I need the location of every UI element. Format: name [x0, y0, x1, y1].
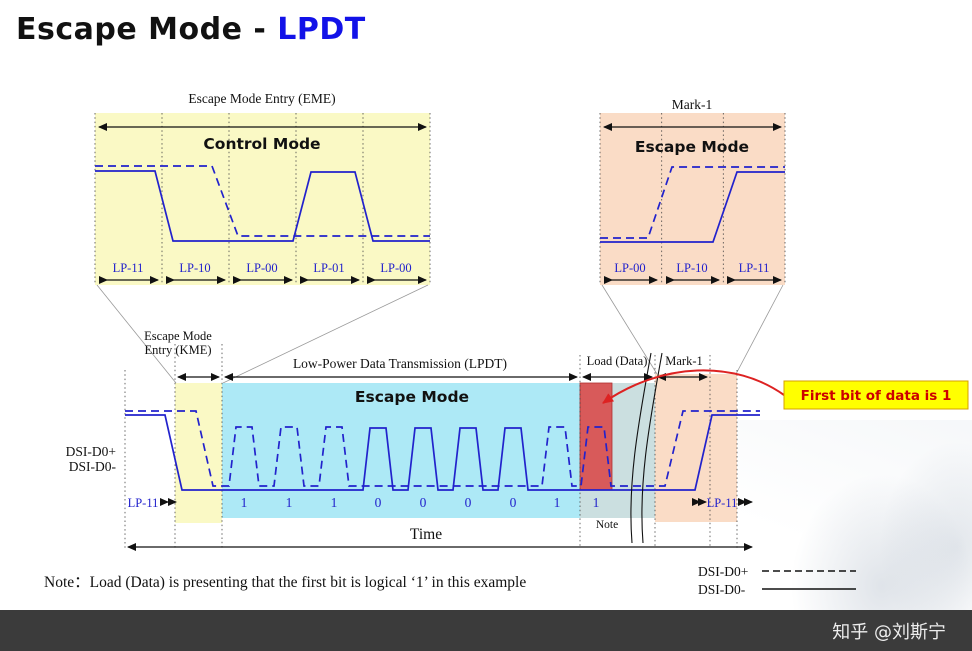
watermark-text: 知乎 @刘斯宁 [832, 621, 946, 643]
eme-d0n-waveform [95, 170, 430, 242]
page-title-highlight: LPDT [277, 12, 366, 47]
legend: DSI-D0+ DSI-D0- [698, 564, 856, 597]
time-break-mark [630, 352, 652, 544]
mark1-region [655, 374, 737, 522]
lp11-right-label: LP-11 [707, 496, 738, 510]
callout-text: First bit of data is 1 [801, 388, 952, 404]
bit-value: 0 [375, 495, 382, 510]
state-label: LP-00 [614, 261, 645, 275]
page-title: Escape Mode - LPDT [16, 12, 366, 47]
bit-value: 1 [286, 495, 293, 510]
lp11-left-label: LP-11 [128, 496, 159, 510]
main-d0n-waveform [125, 414, 760, 491]
callout-arrow [602, 369, 785, 404]
mark1-zoom-region [600, 113, 785, 285]
eme-zoom-panel: Escape Mode Entry (EME) Control Mode LP-… [94, 91, 431, 285]
page-title-prefix: Escape Mode - [16, 12, 278, 47]
kme-region [175, 383, 222, 523]
first-bit-callout: First bit of data is 1 [602, 369, 969, 410]
eme-state-labels: LP-11 LP-10 LP-00 LP-01 LP-00 [113, 261, 412, 275]
main-d0p-waveform [125, 410, 760, 487]
signal-label-d0p: DSI-D0+ [66, 444, 116, 459]
legend-solid-label: DSI-D0- [698, 582, 746, 597]
timing-diagram: Escape Mode Entry (EME) Control Mode LP-… [66, 91, 969, 597]
state-label: LP-00 [246, 261, 277, 275]
escape-mode-main-label: Escape Mode [355, 388, 469, 406]
bit-value: 1 [554, 495, 561, 510]
kme-label-line2: Entry (KME) [145, 343, 212, 357]
bit-value: 0 [420, 495, 427, 510]
state-label: LP-10 [676, 261, 707, 275]
lpdt-region [222, 383, 580, 518]
escape-mode-zoom-label: Escape Mode [635, 138, 749, 156]
state-label: LP-10 [179, 261, 210, 275]
mark1-zoom-panel: Mark-1 Escape Mode LP-00 LP-10 LP-11 [599, 97, 786, 285]
note-marker: Note [596, 519, 618, 531]
bit-value: 0 [510, 495, 517, 510]
time-axis-label: Time [410, 526, 442, 543]
eme-span-label: Escape Mode Entry (EME) [188, 91, 335, 106]
control-mode-label: Control Mode [203, 135, 320, 153]
mark1-state-labels: LP-00 LP-10 LP-11 [614, 261, 769, 275]
state-label: LP-00 [380, 261, 411, 275]
eme-d0p-waveform [95, 165, 430, 237]
legend-dashed-label: DSI-D0+ [698, 564, 748, 579]
load-data-label: Load (Data) [587, 354, 648, 368]
callout-box [783, 380, 969, 410]
eme-zoom-region [95, 113, 430, 285]
state-label: LP-01 [313, 261, 344, 275]
watermark-bar: 知乎 @刘斯宁 [0, 610, 972, 651]
main-timing-diagram: Escape Mode Entry (KME) Low-Power Data T… [66, 329, 760, 551]
first-bit-value: 1 [593, 495, 600, 510]
zoom-connector-lines [96, 284, 784, 384]
bit-values: 1 1 1 0 0 0 0 1 [241, 495, 561, 510]
kme-label-line1: Escape Mode [144, 329, 212, 343]
mark1-d0n-waveform [600, 171, 785, 243]
footnote: Note：Load (Data) is presenting that the … [44, 574, 527, 591]
bit-value: 0 [465, 495, 472, 510]
mark1-d0p-waveform [600, 166, 785, 239]
lpdt-span-label: Low-Power Data Transmission (LPDT) [293, 356, 507, 371]
signal-label-d0n: DSI-D0- [69, 459, 117, 474]
mark1-state-boundaries [599, 113, 786, 285]
mark1-span-label: Mark-1 [672, 97, 713, 112]
bit-value: 1 [331, 495, 338, 510]
time-break-mark [641, 352, 663, 544]
state-label: LP-11 [739, 261, 770, 275]
mark1-span-label-main: Mark-1 [665, 354, 703, 368]
bit-value: 1 [241, 495, 248, 510]
state-label: LP-11 [113, 261, 144, 275]
